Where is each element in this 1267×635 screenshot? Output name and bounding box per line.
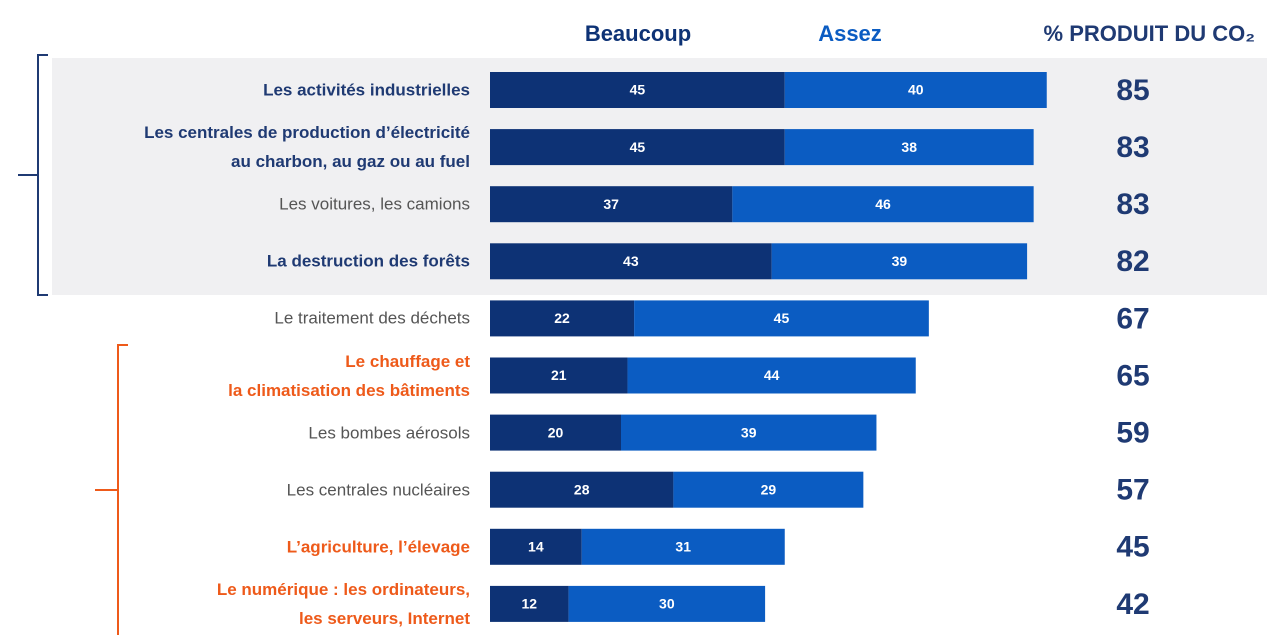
value-label: 29	[761, 481, 777, 497]
value-label: 28	[574, 481, 590, 497]
total-label: 82	[1116, 245, 1149, 278]
value-label: 14	[528, 539, 544, 555]
value-label: 22	[554, 310, 570, 326]
bar-segment	[490, 129, 785, 166]
bar-segment	[490, 186, 733, 223]
value-label: 30	[659, 596, 675, 612]
bar-segment	[673, 471, 864, 508]
bar-segment	[627, 357, 916, 394]
total-label: 45	[1116, 531, 1149, 564]
category-label: La destruction des forêts	[266, 251, 470, 271]
bar-segment	[621, 414, 877, 451]
value-label: 12	[522, 596, 538, 612]
total-label: 85	[1116, 74, 1149, 107]
bar-segment	[568, 585, 766, 622]
bar-segment	[771, 243, 1028, 280]
bar-segment	[490, 585, 569, 622]
value-label: 40	[908, 82, 924, 98]
bar-segment	[490, 72, 785, 108]
value-label: 39	[892, 253, 908, 269]
value-label: 43	[623, 253, 639, 269]
value-label: 45	[630, 82, 646, 98]
value-label: 45	[630, 139, 646, 155]
bar-segment	[490, 471, 674, 508]
value-label: 31	[675, 539, 691, 555]
total-label: 83	[1116, 188, 1149, 221]
category-label: Les centrales de production d’électricit…	[144, 123, 470, 172]
group-bracket	[95, 344, 128, 635]
bar-segment	[732, 186, 1034, 223]
legend-label: Assez	[818, 21, 882, 46]
category-label: Les voitures, les camions	[279, 194, 470, 214]
total-label: 83	[1116, 131, 1149, 164]
value-label: 44	[764, 367, 780, 383]
bar-segment	[490, 528, 582, 565]
bar-segment	[634, 300, 929, 337]
category-label: L’agriculture, l’élevage	[286, 537, 470, 557]
bar-segment	[490, 300, 635, 337]
value-label: 37	[603, 196, 619, 212]
value-label: 38	[901, 139, 917, 155]
category-label: Les centrales nucléaires	[286, 480, 470, 500]
total-label: 57	[1116, 474, 1149, 507]
value-label: 39	[741, 424, 757, 440]
value-label: 20	[548, 424, 564, 440]
category-label: Les bombes aérosols	[308, 423, 470, 443]
bar-segment	[784, 129, 1034, 166]
bar-segment	[581, 528, 785, 565]
group-bracket	[18, 54, 48, 296]
category-label: Les activités industrielles	[263, 80, 470, 100]
category-label: Le chauffage et la climatisation des bât…	[228, 351, 470, 400]
value-label: 46	[875, 196, 891, 212]
total-label: 59	[1116, 417, 1149, 450]
value-label: 21	[551, 367, 567, 383]
total-label: 42	[1116, 588, 1149, 621]
bar-segment	[490, 414, 621, 451]
category-label: Le numérique : les ordinateurs, les serv…	[216, 579, 470, 628]
category-label: Le traitement des déchets	[274, 308, 470, 328]
total-label: 65	[1116, 359, 1149, 392]
totals-title: % PRODUIT DU CO₂	[1044, 21, 1255, 46]
total-label: 67	[1116, 302, 1149, 335]
bar-segment	[490, 357, 628, 394]
legend-label: Beaucoup	[585, 21, 691, 46]
bar-segment	[490, 243, 772, 280]
value-label: 45	[774, 310, 790, 326]
bar-segment	[784, 72, 1047, 108]
